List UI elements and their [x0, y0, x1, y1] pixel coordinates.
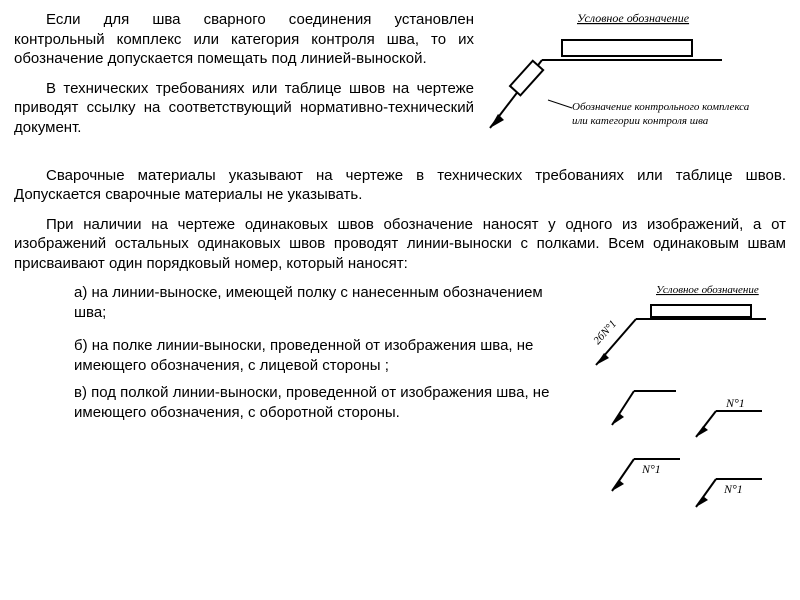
diagram-bottom-svg: Условное обозначение 2бN°1 N°1: [586, 283, 786, 513]
case-b-left: [612, 391, 676, 425]
case-c-left: N°1: [612, 459, 680, 491]
top-section: Если для шва сварного соединения установ…: [14, 10, 786, 166]
under-box-group: [510, 61, 543, 96]
label2-pointer: [548, 100, 572, 108]
top-text-block: Если для шва сварного соединения установ…: [14, 10, 474, 166]
paragraph-4: При наличии на чертеже одинаковых швов о…: [14, 215, 786, 274]
case-b-right: N°1: [696, 396, 762, 437]
diagram-top: Условное обозначение Обозначение контрол…: [482, 10, 772, 166]
case-c-tag-right: N°1: [723, 482, 743, 496]
list-block: а) на линии-выноске, имеющей полку с нан…: [14, 283, 576, 519]
case-c-right: N°1: [696, 479, 762, 507]
paragraph-1: Если для шва сварного соединения установ…: [14, 10, 474, 69]
shelf-box: [562, 40, 692, 56]
diagram-b-label: Условное обозначение: [656, 284, 759, 296]
diagram-top-svg: Условное обозначение Обозначение контрол…: [482, 10, 772, 160]
list-item-c: в) под полкой линии-выноски, проведенной…: [14, 383, 554, 422]
diagram-bottom: Условное обозначение 2бN°1 N°1: [586, 283, 786, 519]
bottom-section: а) на линии-выноске, имеющей полку с нан…: [14, 283, 786, 519]
diagram-label-2b: или категории контроля шва: [572, 115, 709, 127]
list-item-b: б) на полке линии-выноски, проведенной о…: [14, 336, 554, 375]
list-item-a: а) на линии-выноске, имеющей полку с нан…: [14, 283, 554, 322]
case-c-tag-left: N°1: [641, 462, 661, 476]
diagram-label-2a: Обозначение контрольного комплекса: [572, 101, 750, 113]
paragraph-2: В технических требованиях или таблице шв…: [14, 79, 474, 138]
diagram-label-1: Условное обозначение: [577, 11, 690, 25]
paragraph-3: Сварочные материалы указывают на чертеже…: [14, 166, 786, 205]
arrow-head-icon: [490, 114, 504, 128]
arrow-a-icon: [596, 353, 609, 365]
shelf-a-box: [651, 305, 751, 317]
case-b-tag: N°1: [725, 396, 745, 410]
